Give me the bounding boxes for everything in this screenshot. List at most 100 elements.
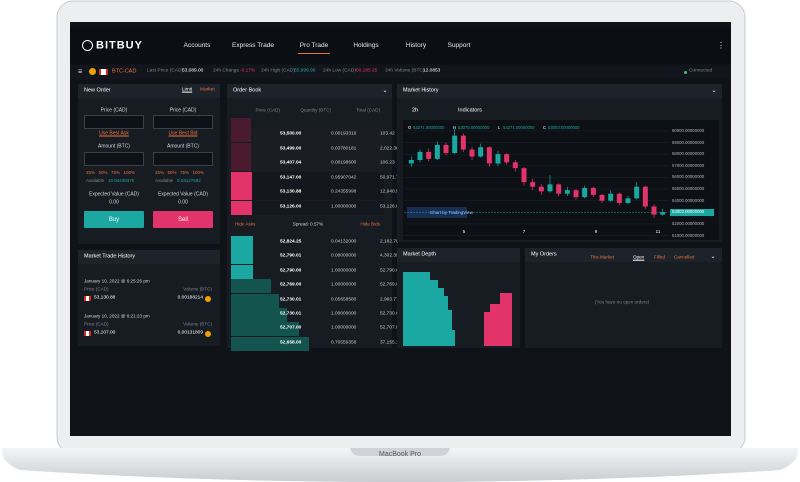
trade-price-label: Price (CAD): [84, 321, 109, 327]
stat-label: Last Price (CAD): [147, 68, 183, 74]
trade-price: 53,107.00: [94, 330, 116, 336]
ask-cell: 0.00198600: [331, 160, 357, 166]
bid-cell: 1.00000000: [331, 325, 357, 331]
nav-item[interactable]: Express Trade: [232, 41, 274, 49]
available: 0.03127682: [177, 177, 201, 183]
ohlc-label: L: [498, 124, 501, 130]
ask-cell: 0.03780181: [331, 146, 357, 152]
ask-cell: 53,147.00: [280, 175, 302, 181]
chevron[interactable]: ⌄: [382, 88, 388, 94]
ask-depth: [231, 201, 252, 215]
available: 10.04438375: [108, 177, 135, 183]
flag-icon: [84, 296, 91, 301]
chevron[interactable]: ⌄: [710, 254, 716, 260]
best-link[interactable]: Use Best Bid: [168, 130, 198, 137]
filter[interactable]: Filled: [654, 254, 665, 260]
bid-cell: 52,730.01: [280, 311, 302, 317]
ask-cell: 0.00193316: [331, 131, 357, 137]
amount-input[interactable]: [153, 152, 213, 166]
price-input[interactable]: [84, 115, 144, 129]
percent[interactable]: 25%: [86, 169, 96, 175]
stat-label: 24h High (CAD): [261, 68, 295, 74]
tab[interactable]: Market: [200, 87, 215, 93]
market-history-title: Market History: [403, 87, 439, 94]
y-tick-label: 58000.00000000: [672, 151, 705, 157]
chevron[interactable]: ⌄: [711, 88, 717, 94]
x-tick-label: 9: [594, 228, 598, 234]
stat-value: 53,089.00: [182, 68, 204, 74]
sell-button[interactable]: [153, 211, 213, 228]
ask-cell: 106.23: [380, 160, 395, 166]
bid-depth: [231, 279, 271, 294]
filter[interactable]: Cancelled: [674, 254, 695, 260]
bid-cell: 52,790.01: [280, 253, 302, 259]
market-depth-header: [397, 248, 520, 262]
price-input[interactable]: [153, 115, 213, 129]
percent[interactable]: 100%: [192, 169, 205, 175]
bid-cell: 37,155.15: [380, 340, 402, 346]
percent[interactable]: 75%: [111, 169, 121, 175]
ohlc-label: C: [543, 124, 547, 130]
hide-asks[interactable]: Hide Asks: [235, 221, 256, 227]
trade-price-label: Price (CAD): [84, 286, 109, 292]
indicators[interactable]: Indicators: [458, 107, 482, 114]
percent[interactable]: 50%: [167, 169, 177, 175]
column-header: Price (CAD): [255, 107, 280, 113]
tab[interactable]: Limit: [182, 87, 193, 93]
ask-cell: 50,971.72: [380, 175, 402, 181]
best-link[interactable]: Use Best Ask: [99, 130, 129, 137]
stat-value: 12.0853: [423, 68, 441, 74]
buy-button[interactable]: [84, 211, 144, 228]
ask-cell: 103.42: [380, 131, 395, 137]
nav-item[interactable]: Holdings: [353, 41, 379, 49]
menu-dots: ⋮: [717, 41, 725, 50]
notch: [350, 448, 450, 456]
ask-cell: 53,130.88: [280, 189, 302, 195]
expected-label: Expected Value (CAD): [89, 191, 139, 198]
bid-cell: 52,707.00: [280, 325, 302, 331]
percent[interactable]: 50%: [98, 169, 108, 175]
nav-item[interactable]: History: [405, 41, 427, 49]
bid-cell: 1.00000000: [331, 268, 357, 274]
y-tick-label: 55000.00000000: [672, 185, 705, 191]
ask-depth: [231, 157, 251, 172]
hide-bids[interactable]: Hide Bids: [360, 221, 380, 227]
interval[interactable]: 2h: [412, 107, 419, 114]
bid-depth: [231, 322, 299, 337]
filter[interactable]: Open: [633, 254, 645, 260]
ask-row: [252, 186, 384, 201]
nav-active-underline: [298, 53, 330, 55]
y-tick-label: 54000.00000000: [672, 197, 705, 203]
bid-cell: 4,302.39: [380, 253, 399, 259]
bid-depth: [231, 293, 279, 308]
ohlc-value: 53271.00000000: [413, 124, 445, 130]
nav-item[interactable]: Accounts: [183, 41, 211, 49]
ohlc-value: 53003.00000000: [548, 124, 580, 130]
stat-value: 55,999.99: [294, 68, 316, 74]
nav-item[interactable]: Support: [447, 41, 471, 49]
percent[interactable]: 75%: [180, 169, 190, 175]
percent[interactable]: 25%: [155, 169, 165, 175]
credit: Chart by TradingView: [430, 209, 473, 215]
market-depth-title: Market Depth: [403, 251, 437, 258]
ask-depth: [231, 171, 252, 186]
amount-input[interactable]: [84, 152, 144, 166]
trade-volume-label: Volume (BTC): [183, 321, 212, 327]
laptop-base: [1, 448, 799, 482]
filter[interactable]: This Market: [590, 254, 614, 260]
bid-cell: 0.05658580: [331, 297, 357, 303]
ask-depth: [231, 142, 251, 157]
y-tick-label: 52000.00000000: [672, 220, 705, 226]
trade-history-header: [78, 250, 220, 264]
order-book-header: [227, 84, 392, 98]
y-tick-label: 57000.00000000: [672, 162, 705, 168]
expected: 0.00: [178, 199, 188, 206]
amount-label: Amount (BTC): [98, 143, 130, 150]
nav-item[interactable]: Pro Trade: [299, 41, 329, 49]
trade-price: 53,130.88: [94, 295, 116, 301]
status-dot: [684, 70, 687, 74]
empty-orders: (You have no open orders): [594, 299, 650, 305]
column-header: Quantity (BTC): [300, 107, 331, 113]
percent[interactable]: 100%: [123, 169, 136, 175]
bid-cell: 52,730.01: [380, 311, 402, 317]
